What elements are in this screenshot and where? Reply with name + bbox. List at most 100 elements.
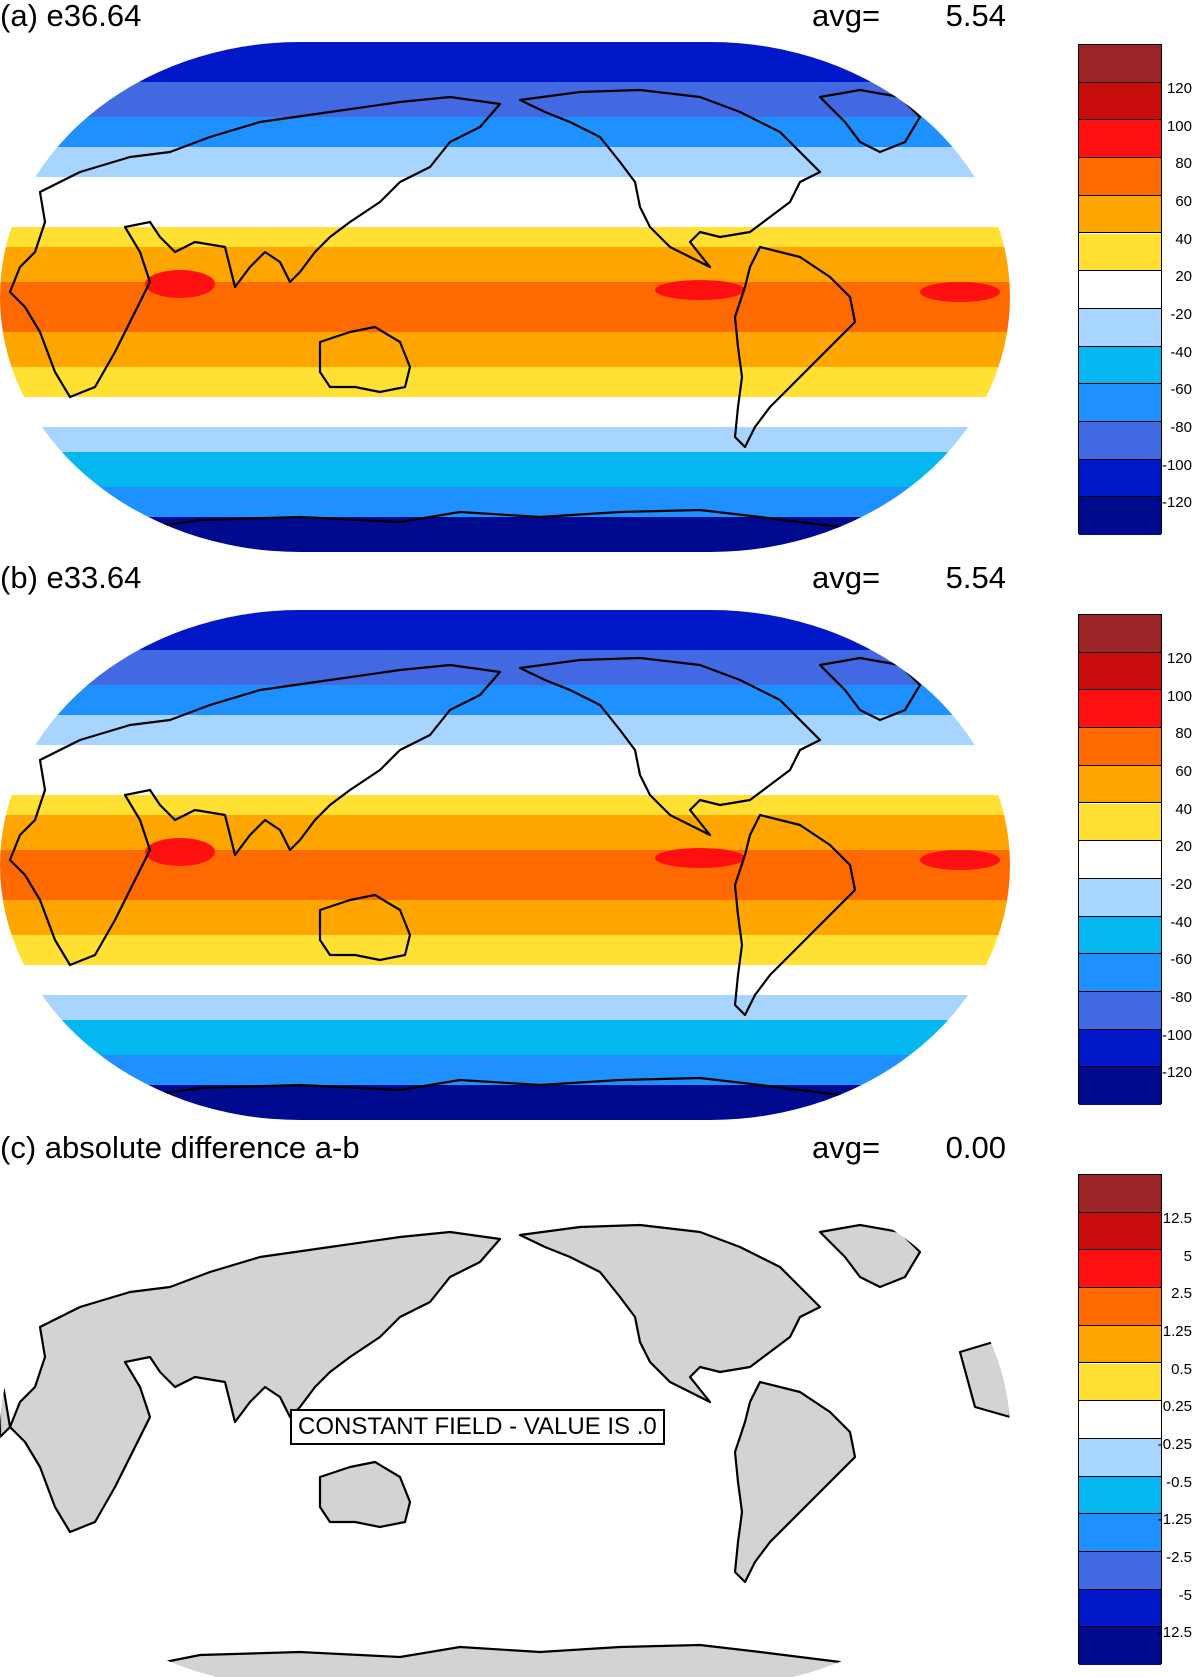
- colorbar-swatch: [1079, 45, 1161, 83]
- colorbar-swatch: [1079, 1212, 1161, 1251]
- continent-east-edge: [958, 1335, 1010, 1419]
- colorbar-swatch: [1079, 233, 1161, 272]
- band-south-sub-polar: [0, 1020, 1010, 1055]
- colorbar: [1078, 1174, 1162, 1665]
- colorbar-swatch: [1079, 1514, 1161, 1552]
- colorbar-label: -100: [1161, 457, 1192, 474]
- continent-africa-europe-asia: [8, 1230, 502, 1534]
- colorbar-label: -12.5: [1157, 1624, 1192, 1641]
- colorbar-swatch: [1079, 992, 1161, 1030]
- band-north-mid: [0, 177, 1010, 227]
- colorbar-swatch: [1079, 803, 1161, 842]
- band-south-mid: [0, 397, 1010, 427]
- colorbar-swatch: [1079, 1325, 1161, 1364]
- colorbar-label: 80: [1175, 725, 1192, 742]
- colorbar-label: -80: [1170, 419, 1192, 436]
- colorbar-label: -120: [1161, 1064, 1192, 1081]
- colorbar-label: -1.25: [1157, 1511, 1192, 1528]
- band-south-mid-high: [0, 995, 1010, 1020]
- colorbar-swatch: [1079, 765, 1161, 804]
- colorbar-label: 120: [1166, 650, 1192, 667]
- band-south-polar: [0, 1055, 1010, 1085]
- colorbar-swatch: [1079, 1288, 1161, 1326]
- colorbar-swatch: [1079, 728, 1161, 766]
- colorbar-swatch: [1079, 158, 1161, 196]
- continent-australia: [318, 325, 412, 394]
- colorbar-label: 0.25: [1162, 1398, 1192, 1415]
- colorbar-swatch: [1079, 652, 1161, 691]
- colorbar-swatch: [1079, 690, 1161, 729]
- colorbar-swatch: [1079, 841, 1161, 879]
- colorbar-label: 0.5: [1171, 1361, 1192, 1378]
- colorbar-label: 20: [1175, 268, 1192, 285]
- continent-north-america: [518, 88, 822, 269]
- colorbar-swatch: [1079, 497, 1161, 535]
- band-north-subtropic: [0, 795, 1010, 815]
- colorbar-swatch: [1079, 1029, 1161, 1068]
- panel-c: (c) absolute difference a-b avg= 0.00 CO…: [0, 1125, 1194, 1677]
- colorbar-swatch: [1079, 459, 1161, 498]
- colorbar: [1078, 614, 1162, 1105]
- colorbar-swatch: [1079, 1552, 1161, 1590]
- colorbar-label: 2.5: [1171, 1285, 1192, 1302]
- colorbar-swatch: [1079, 271, 1161, 309]
- colorbar-label: 12.5: [1162, 1210, 1192, 1227]
- max-region-pacific: [655, 848, 745, 868]
- colorbar-label: 80: [1175, 155, 1192, 172]
- continent-antarctica: [118, 1643, 912, 1677]
- colorbar-label: 60: [1175, 193, 1192, 210]
- band-arctic: [0, 42, 1010, 82]
- field-map: [0, 42, 1010, 552]
- colorbar-label: -5: [1178, 1587, 1192, 1604]
- colorbar-label: -0.5: [1166, 1474, 1192, 1491]
- band-south-subtropic: [0, 935, 1010, 965]
- band-south-mid-high: [0, 427, 1010, 452]
- colorbar-label: -0.25: [1157, 1436, 1192, 1453]
- colorbar: [1078, 44, 1162, 535]
- max-region-atlantic: [920, 282, 1000, 302]
- continent-south-america: [733, 813, 857, 1017]
- colorbar-label: 100: [1166, 118, 1192, 135]
- avg-value: 0.00: [945, 1130, 1006, 1165]
- colorbar-label: 100: [1166, 688, 1192, 705]
- colorbar-label: -20: [1170, 876, 1192, 893]
- colorbar-swatch: [1079, 1401, 1161, 1439]
- colorbar-label: 1.25: [1162, 1323, 1192, 1340]
- max-region-atlantic: [920, 850, 1000, 870]
- colorbar-swatch: [1079, 120, 1161, 159]
- max-region-indian: [145, 270, 215, 298]
- continents: [0, 1223, 1010, 1677]
- colorbar-swatch: [1079, 422, 1161, 460]
- colorbar-label: 5: [1183, 1248, 1192, 1265]
- continent-africa-europe-asia: [8, 663, 502, 967]
- colorbar-swatch: [1079, 1438, 1161, 1477]
- colorbar-swatch: [1079, 82, 1161, 121]
- band-south-polar: [0, 487, 1010, 517]
- panel-a: (a) e36.64 avg= 5.54: [0, 0, 1194, 560]
- continent-greenland: [818, 1223, 922, 1289]
- continent-west-africa-edge: [0, 1365, 12, 1439]
- continent-north-america: [518, 1223, 822, 1404]
- colorbar-label: 40: [1175, 801, 1192, 818]
- colorbar-swatch: [1079, 1589, 1161, 1628]
- continents: [8, 656, 922, 1110]
- band-north-sub-polar: [0, 117, 1010, 147]
- continent-australia: [318, 1460, 412, 1529]
- continents: [8, 88, 922, 542]
- continent-africa-europe-asia: [8, 95, 502, 399]
- colorbar-swatch: [1079, 916, 1161, 955]
- colorbar-swatch: [1079, 1175, 1161, 1213]
- panel-title: (c) absolute difference a-b: [0, 1130, 360, 1165]
- colorbar-swatch: [1079, 615, 1161, 653]
- colorbar-swatch: [1079, 1067, 1161, 1105]
- band-north-mid-high: [0, 147, 1010, 177]
- continent-south-america: [733, 1380, 857, 1584]
- colorbar-swatch: [1079, 308, 1161, 347]
- avg-value: 5.54: [945, 0, 1006, 33]
- colorbar-swatch: [1079, 878, 1161, 917]
- band-south-tropic: [0, 900, 1010, 935]
- colorbar-swatch: [1079, 346, 1161, 385]
- colorbar-label: -100: [1161, 1027, 1192, 1044]
- avg-label: avg=: [812, 0, 881, 33]
- band-arctic: [0, 610, 1010, 650]
